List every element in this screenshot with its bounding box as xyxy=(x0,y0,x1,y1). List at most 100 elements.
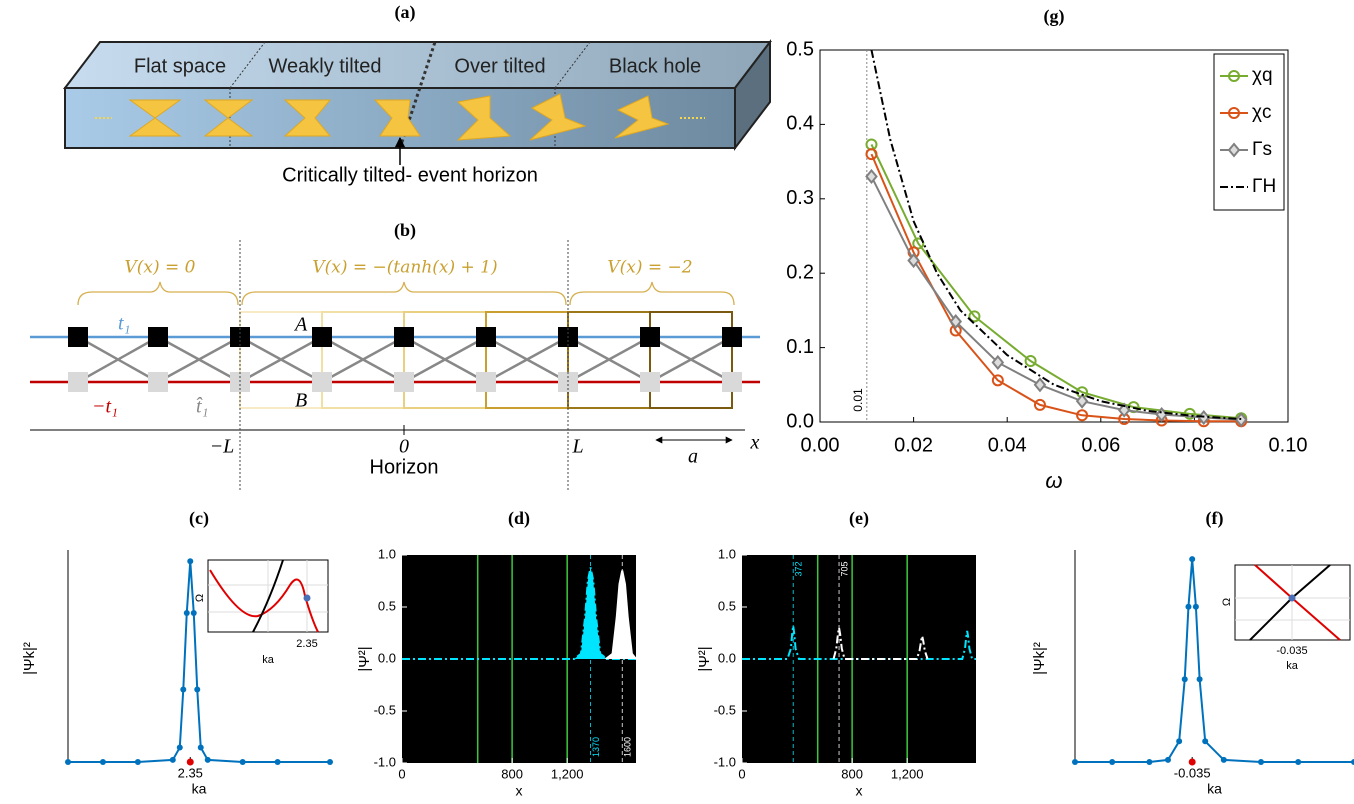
legend-label: χq xyxy=(1252,65,1273,86)
tick-marker xyxy=(186,758,194,766)
hopping-label: −t₁ xyxy=(92,396,118,418)
point xyxy=(1258,759,1264,765)
series-line xyxy=(870,144,1242,420)
point xyxy=(1181,676,1188,683)
x-tick-label: 800 xyxy=(501,766,523,781)
point xyxy=(183,609,190,616)
y-tick-label: -1.0 xyxy=(714,754,736,769)
y-tick-label: 0.0 xyxy=(378,650,396,665)
point xyxy=(327,759,333,765)
point xyxy=(1076,409,1089,422)
x-tick-label: 800 xyxy=(841,766,863,781)
point xyxy=(65,759,71,765)
y-axis-label: |Ψ²| xyxy=(696,646,713,671)
point xyxy=(1185,603,1192,610)
unit-cells xyxy=(239,311,733,409)
area xyxy=(402,567,636,659)
x-axis-label: ka xyxy=(1207,781,1222,797)
panel-label: (b) xyxy=(394,220,416,241)
region-label: Over tilted xyxy=(454,55,545,77)
x-tick-label: 2.35 xyxy=(178,765,203,780)
x-axis-label: x xyxy=(516,783,523,799)
point xyxy=(1351,759,1354,765)
series-line xyxy=(870,153,1242,423)
series-line xyxy=(870,176,1242,421)
legend xyxy=(1213,53,1285,211)
point xyxy=(1183,407,1196,420)
point xyxy=(1033,377,1047,393)
series-line xyxy=(870,49,1242,421)
point xyxy=(907,252,920,269)
region-label: Flat space xyxy=(134,55,226,77)
chart: (d) -1.0 -0.5 0.0 0.5 1.0 0 800 1,200 1370 1600 x |Ψ… xyxy=(356,508,637,799)
region-label: Black hole xyxy=(609,55,701,77)
caption: Critically tilted- event horizon xyxy=(282,164,538,186)
series-line xyxy=(832,627,929,660)
point xyxy=(991,374,1004,387)
point xyxy=(274,759,281,765)
panel-a: (a) Flat space Weakly tilted Over tilted… xyxy=(62,2,773,186)
legend-marker xyxy=(1227,142,1241,158)
x-axis-label: ka xyxy=(192,781,207,797)
point xyxy=(204,756,211,763)
cones xyxy=(128,93,670,141)
chart-title: (e) xyxy=(849,508,869,529)
inset-ylabel: Ω xyxy=(194,594,206,602)
point xyxy=(1202,738,1209,745)
point xyxy=(194,686,201,693)
cell-label: a xyxy=(688,446,698,468)
point xyxy=(968,310,981,323)
region-label: Weakly tilted xyxy=(268,55,381,77)
y-tick-label: 0.5 xyxy=(786,38,814,60)
x-tick-label: 0.00 xyxy=(801,434,840,456)
axis-label: x xyxy=(750,432,760,454)
panel-b: (b) V(x) = 0 V(x) = −(tanh(x) + 1) V(x) … xyxy=(30,220,760,490)
potential: V(x) = 0 xyxy=(125,258,196,278)
point xyxy=(1146,759,1153,765)
legend-label: Γs xyxy=(1252,139,1272,160)
inset-f: Ω -0.035 ka xyxy=(1221,564,1351,672)
point xyxy=(1109,759,1116,765)
legend-marker xyxy=(1228,70,1240,82)
point xyxy=(1196,676,1203,683)
reference-label: 0.01 xyxy=(851,388,865,412)
inset-c: Ω 2.35 ka xyxy=(194,559,329,666)
inset-xlabel: ka xyxy=(262,654,275,666)
point xyxy=(190,609,197,616)
x-tick-label: 1,200 xyxy=(551,766,584,781)
sublattice-label: B xyxy=(295,390,307,412)
y-axis-label: |Ψk|² xyxy=(21,642,38,675)
point xyxy=(865,168,878,185)
x-tick-label: 0.06 xyxy=(1081,434,1120,456)
tick-marker xyxy=(1188,758,1196,766)
position-label: −L xyxy=(210,436,235,458)
x-tick-label: 0.10 xyxy=(1269,434,1308,456)
point xyxy=(1033,398,1046,411)
inset-ylabel: Ω xyxy=(1221,598,1233,606)
inset-tick-label: -0.035 xyxy=(1276,645,1307,657)
hopping-label: t̂₁ xyxy=(196,396,209,418)
chart: (g) 0.0 0.1 0.2 0.3 0.4 0.5 0.00 0.02 0.04 0.06 0.0… xyxy=(786,6,1307,493)
potential: V(x) = −2 xyxy=(607,258,692,278)
point xyxy=(1165,756,1171,763)
y-tick-label: -0.5 xyxy=(374,702,396,717)
y-tick-label: 0.4 xyxy=(786,113,814,135)
position-label: L xyxy=(571,436,583,458)
y-tick-label: 0.2 xyxy=(786,261,814,283)
point xyxy=(1176,738,1183,745)
series-line xyxy=(402,567,636,660)
area xyxy=(605,570,636,659)
sublattice-label: A xyxy=(293,314,308,336)
legend-label: χc xyxy=(1252,102,1271,123)
y-tick-label: 0.0 xyxy=(786,410,814,432)
marker-label: 705 xyxy=(839,561,849,576)
x-axis-label: x xyxy=(856,783,863,799)
marker-label: 372 xyxy=(794,561,804,576)
marker-label: 1370 xyxy=(591,737,601,757)
x-tick-label: 0.04 xyxy=(988,434,1027,456)
panel-label: (a) xyxy=(395,2,416,23)
series-line xyxy=(605,570,637,660)
legend-label: ΓH xyxy=(1252,176,1276,197)
